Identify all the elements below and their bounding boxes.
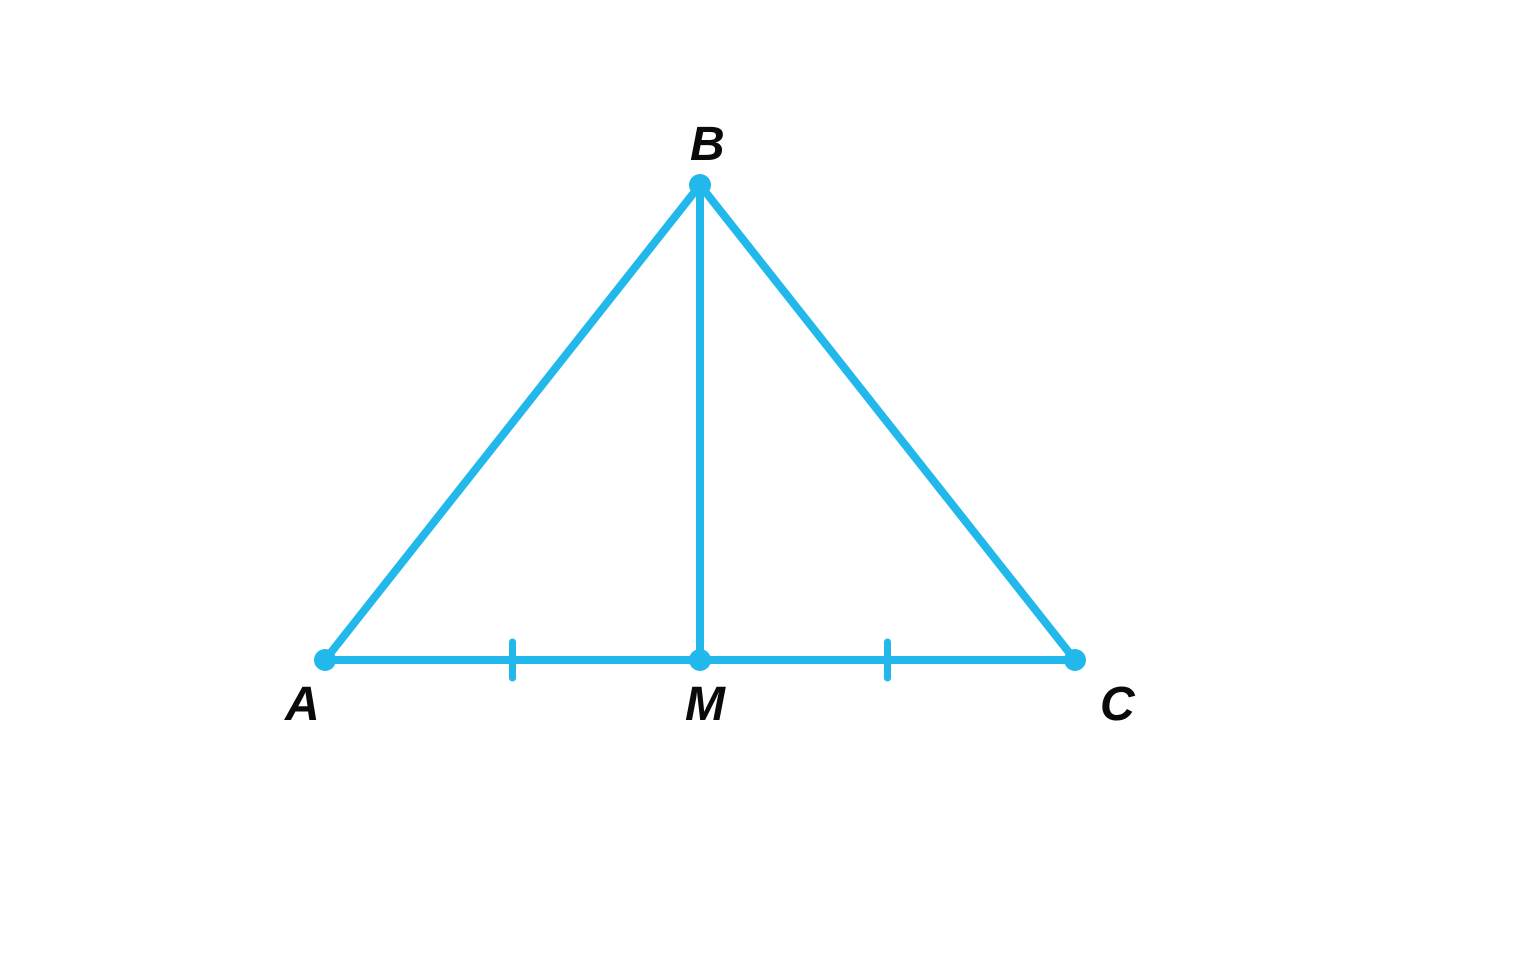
geometry-diagram: A B C M <box>0 0 1536 954</box>
label-B: B <box>690 118 725 171</box>
edge-B-C <box>700 185 1075 660</box>
edges-group <box>325 185 1075 660</box>
labels-group: A B C M <box>284 118 1136 731</box>
label-A: A <box>284 678 320 731</box>
point-B <box>689 174 711 196</box>
point-M <box>689 649 711 671</box>
point-C <box>1064 649 1086 671</box>
point-A <box>314 649 336 671</box>
label-M: M <box>685 678 726 731</box>
edge-A-B <box>325 185 700 660</box>
label-C: C <box>1100 678 1136 731</box>
